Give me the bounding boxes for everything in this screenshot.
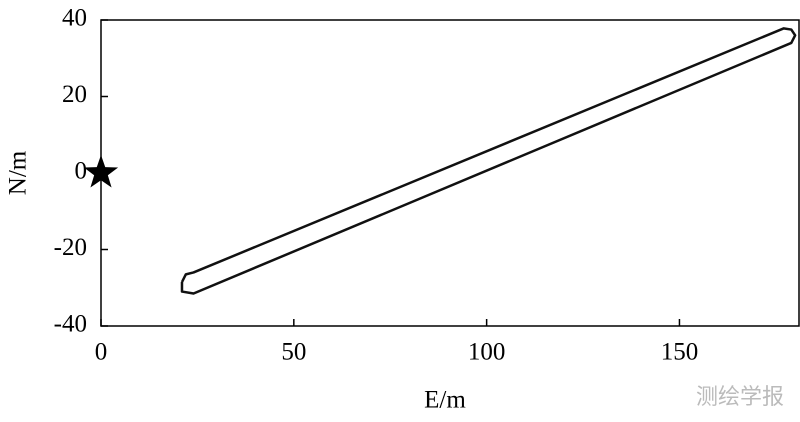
x-tick-label: 50	[281, 339, 306, 366]
x-tick-label: 100	[468, 339, 506, 366]
x-tick-label: 0	[95, 339, 108, 366]
y-axis-label: N/m	[5, 150, 32, 195]
x-axis-label: E/m	[424, 387, 466, 414]
y-tick-label: 0	[75, 158, 88, 185]
y-tick-label: -40	[54, 311, 87, 338]
y-tick-label: 20	[62, 81, 87, 108]
watermark: 测绘学报	[696, 385, 784, 410]
trajectory	[180, 27, 797, 295]
star-marker	[83, 155, 119, 188]
y-tick-label: -20	[54, 234, 87, 261]
x-tick-label: 150	[661, 339, 699, 366]
y-tick-label: 40	[62, 5, 87, 32]
